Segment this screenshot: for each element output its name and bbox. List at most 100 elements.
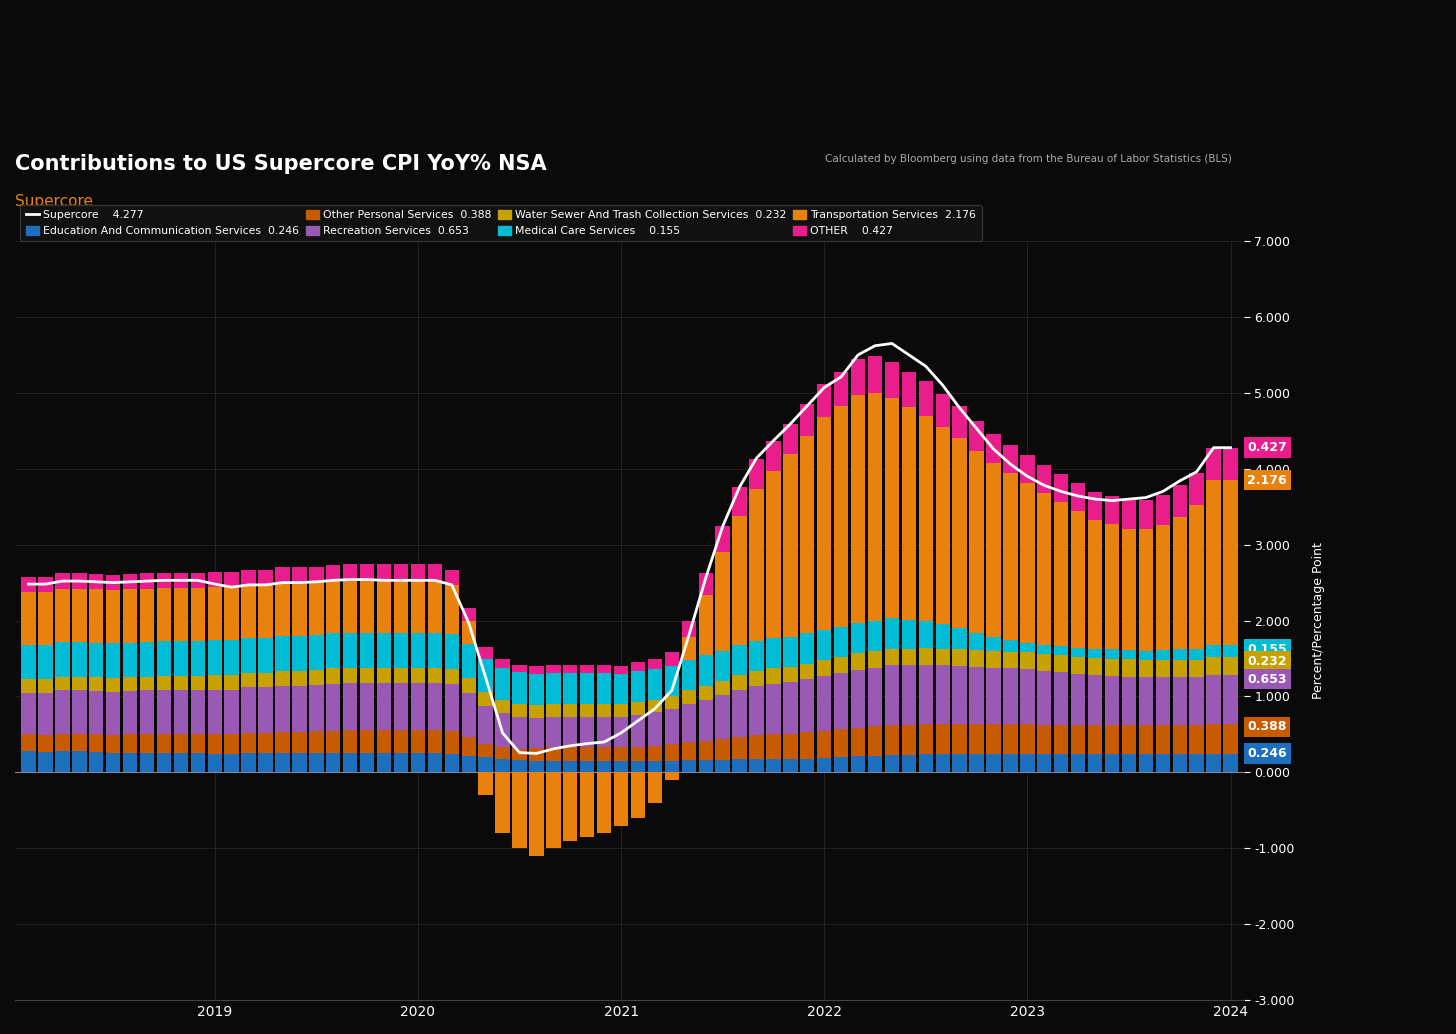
Bar [885,648,900,665]
Bar [901,648,916,665]
Bar [1172,725,1187,754]
Bar [258,638,272,673]
Bar [242,673,256,688]
Bar [462,756,476,772]
Bar [766,668,780,683]
Bar [563,704,578,717]
Bar [664,652,678,666]
Bar [242,570,256,585]
Bar [444,570,459,585]
Bar [393,668,408,682]
Bar [750,641,764,671]
Bar [173,588,188,641]
Bar [732,645,747,675]
Bar [648,712,662,746]
Text: Calculated by Bloomberg using data from the Bureau of Labor Statistics (BLS): Calculated by Bloomberg using data from … [826,154,1232,163]
Bar [630,702,645,714]
Bar [579,761,594,772]
Bar [546,748,561,761]
Bar [89,677,103,691]
Bar [936,648,949,665]
Bar [22,751,36,772]
Bar [1003,668,1018,724]
Bar [22,577,36,591]
Bar [597,748,612,761]
Bar [648,659,662,669]
Bar [1003,724,1018,754]
Bar [970,754,984,772]
Bar [208,754,221,772]
Bar [919,665,933,724]
Bar [630,747,645,761]
Bar [173,691,188,734]
Bar [258,754,272,772]
Bar [936,754,949,772]
Bar [801,679,814,732]
Bar [529,666,543,674]
Bar [529,674,543,705]
Bar [1207,448,1220,480]
Bar [377,633,392,668]
Bar [529,705,543,718]
Bar [1156,494,1171,525]
Bar [1054,646,1069,656]
Bar [293,568,307,582]
Bar [495,713,510,748]
Bar [664,744,678,761]
Bar [783,454,798,637]
Bar [630,761,645,772]
Bar [1121,660,1136,676]
Bar [513,717,527,749]
Bar [986,637,1000,651]
Bar [479,705,492,743]
Bar [868,668,882,726]
Bar [1037,725,1051,754]
Bar [428,730,443,754]
Text: 0.155: 0.155 [1248,643,1287,656]
Bar [242,688,256,733]
Bar [1003,754,1018,772]
Bar [377,668,392,682]
Bar [513,760,527,772]
Bar [208,675,221,690]
Bar [648,761,662,772]
Bar [614,717,628,748]
Bar [597,772,612,833]
Bar [173,734,188,754]
Text: 0.232: 0.232 [1248,656,1287,668]
Bar [73,588,86,642]
Bar [766,472,780,638]
Bar [326,566,341,580]
Bar [55,676,70,691]
Bar [444,585,459,634]
Bar [377,580,392,633]
Bar [140,642,154,676]
Bar [1088,491,1102,520]
Bar [411,668,425,682]
Bar [1037,465,1051,493]
Bar [344,668,357,682]
Bar [630,671,645,702]
Bar [783,667,798,682]
Bar [309,754,323,772]
Bar [275,568,290,582]
Bar [208,572,221,587]
Bar [699,740,713,760]
Bar [462,693,476,736]
Bar [1072,754,1085,772]
Bar [1223,657,1238,675]
Bar [597,761,612,772]
Bar [462,621,476,644]
Bar [1156,677,1171,725]
Bar [1037,754,1051,772]
Bar [38,735,52,752]
Bar [681,637,696,660]
Bar [614,772,628,825]
Bar [868,620,882,651]
Bar [22,734,36,751]
Bar [513,772,527,848]
Bar [952,649,967,666]
Bar [664,761,678,772]
Bar [732,487,747,516]
Bar [986,651,1000,668]
